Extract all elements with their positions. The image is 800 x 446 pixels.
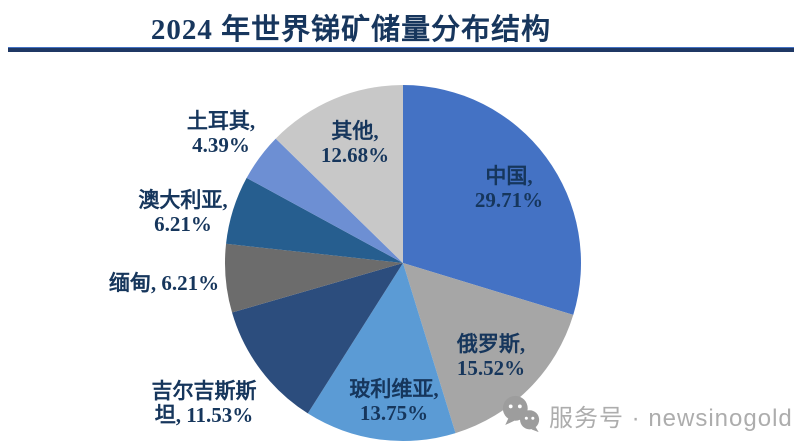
pie-slice-china (403, 85, 581, 315)
pie-slice-russia (403, 263, 574, 434)
slice-label-myanmar: 缅甸, 6.21% (108, 271, 220, 295)
pie-slice-other (275, 85, 403, 263)
wechat-icon (502, 395, 540, 433)
slice-label-china: 中国, 29.71% (474, 164, 544, 212)
pie-slice-bolivia (307, 263, 456, 442)
slice-label-bolivia: 玻利维亚, 13.75% (349, 377, 439, 425)
pie-slice-kyrgyzstan (232, 263, 403, 414)
slice-label-other: 其他, 12.68% (320, 119, 390, 167)
pie-slice-australia (226, 177, 403, 263)
watermark: 服务号 · newsinogold (500, 392, 793, 438)
slice-label-kyrgyzstan: 吉尔吉斯斯 坦, 11.53% (151, 379, 257, 427)
pie-slice-myanmar (225, 243, 403, 313)
slice-label-russia: 俄罗斯, 15.52% (456, 332, 526, 380)
chart-title: 2024 年世界锑矿储量分布结构 (150, 14, 552, 46)
watermark-text: 服务号 · newsinogold (549, 404, 793, 432)
title-divider (8, 47, 794, 52)
slice-label-turkey: 土耳其, 4.39% (186, 109, 256, 157)
pie-slice-turkey (246, 138, 403, 263)
slice-label-australia: 澳大利亚, 6.21% (138, 188, 228, 236)
